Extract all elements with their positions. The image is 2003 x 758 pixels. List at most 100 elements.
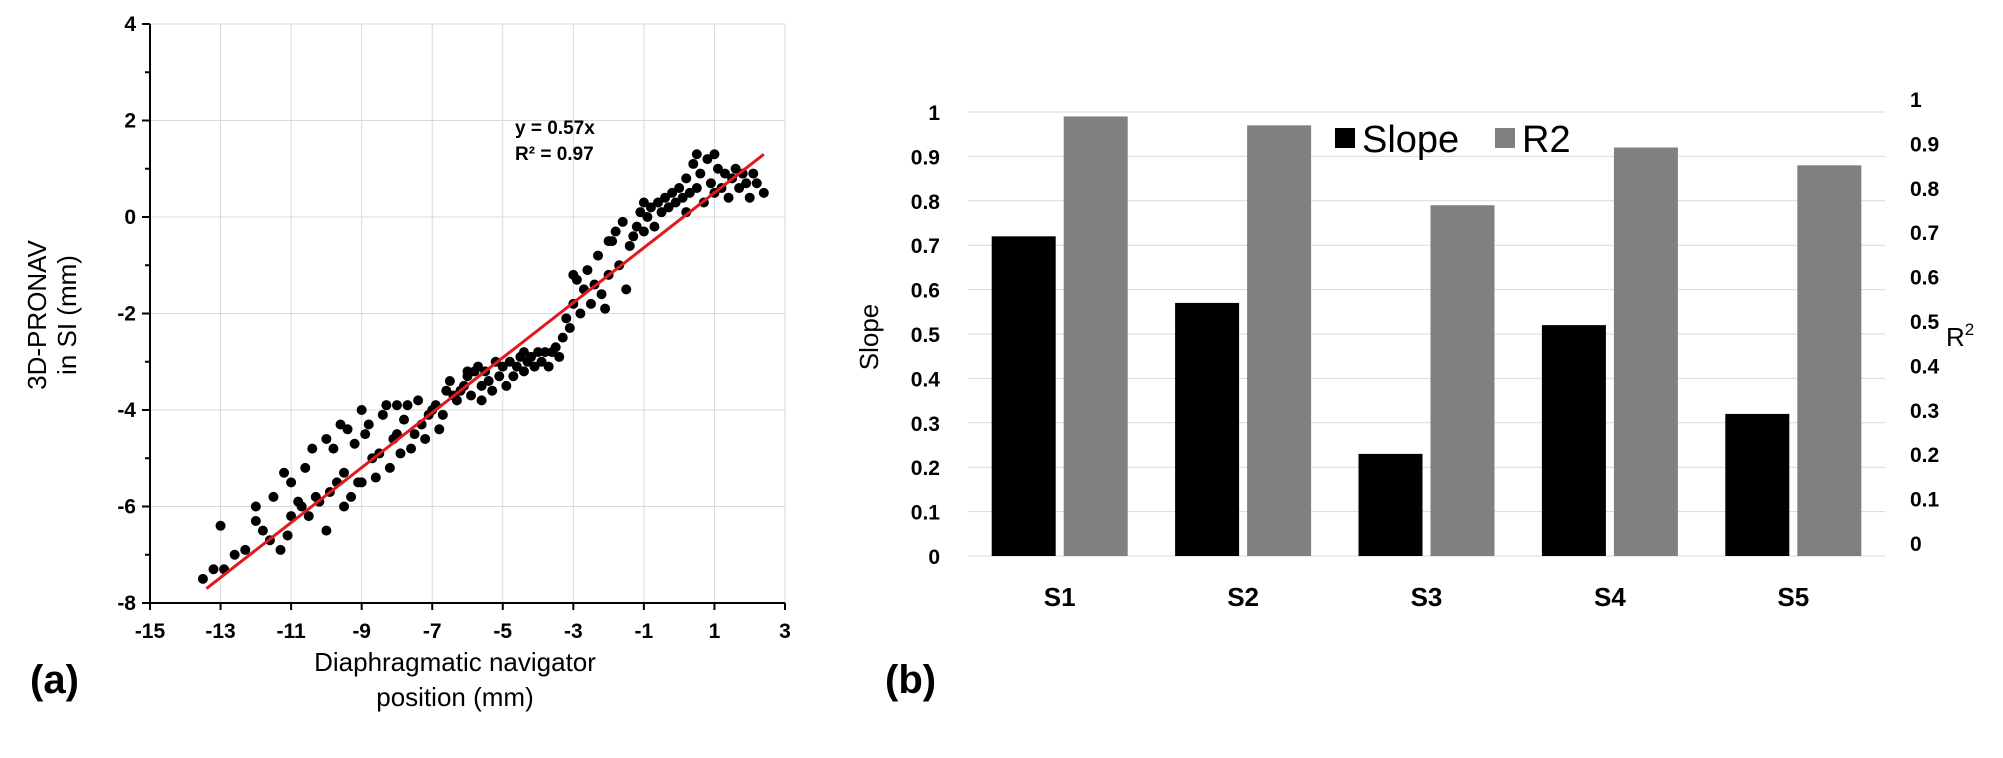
scatter-point <box>229 549 240 560</box>
scatter-point <box>518 347 529 358</box>
scatter-point <box>603 236 614 247</box>
bar-r2-s3 <box>1430 205 1495 557</box>
scatter-point <box>543 361 554 372</box>
bar-y2tick-label: 0.5 <box>1910 311 1940 334</box>
scatter-point <box>624 240 635 251</box>
scatter-point <box>339 501 350 512</box>
scatter-point <box>526 351 536 362</box>
scatter-point <box>638 226 649 237</box>
scatter-point <box>441 385 452 396</box>
bar-ytick-label: 0.7 <box>911 235 940 258</box>
scatter-xtick-label: -1 <box>635 620 654 643</box>
bar-r2-s4 <box>1613 147 1678 556</box>
panel-label-b: (b) <box>885 658 936 702</box>
scatter-xtick-label: -3 <box>564 620 583 643</box>
scatter-point <box>363 419 374 430</box>
trendline <box>205 153 765 590</box>
scatter-grid <box>150 23 786 604</box>
scatter-xlabel-line1: Diaphragmatic navigator <box>314 647 596 677</box>
scatter-point <box>444 376 455 387</box>
scatter-point <box>593 250 604 261</box>
scatter-xtick-label: 1 <box>709 620 721 643</box>
scatter-point <box>660 192 671 203</box>
scatter-point <box>677 192 688 203</box>
scatter-point <box>250 515 261 526</box>
scatter-point <box>300 462 311 473</box>
scatter-point <box>402 400 413 411</box>
bar-slope-s2 <box>1175 302 1240 556</box>
scatter-point <box>720 168 731 179</box>
scatter-point <box>268 491 279 502</box>
scatter-point <box>282 530 293 541</box>
scatter-point <box>275 544 286 555</box>
scatter-point <box>346 491 357 502</box>
scatter-point <box>670 197 681 208</box>
scatter-ytick-label: 2 <box>124 110 136 133</box>
bar-ytick-label: 0.9 <box>911 146 940 169</box>
scatter-point <box>681 173 692 184</box>
bar-y2tick-label: 0.4 <box>1910 355 1940 378</box>
scatter-point <box>494 371 505 382</box>
scatter-point <box>600 303 611 314</box>
scatter-point <box>339 467 350 478</box>
scatter-ytick-label: 4 <box>124 13 136 36</box>
scatter-point <box>758 187 769 198</box>
scatter-point <box>356 405 367 415</box>
scatter-point <box>564 322 575 333</box>
bar-legend: Slope R2 <box>1335 119 1571 161</box>
scatter-point <box>518 366 529 377</box>
bar-slope-s5 <box>1725 413 1790 556</box>
scatter-point <box>723 192 734 203</box>
bar-series <box>991 116 1862 557</box>
scatter-point <box>215 520 226 531</box>
scatter-point <box>335 419 346 430</box>
scatter-point <box>617 216 628 227</box>
scatter-ylabel-line2: in SI (mm) <box>52 255 82 375</box>
scatter-xtick-label: -7 <box>423 620 442 643</box>
bar-ytick-label: 0.2 <box>911 457 940 480</box>
legend-label-r2: R2 <box>1522 119 1571 161</box>
bar-y2label: R2 <box>1946 320 1974 352</box>
scatter-point <box>257 525 268 536</box>
scatter-xtick-label: -13 <box>205 620 235 643</box>
scatter-point <box>688 158 699 169</box>
bar-y2tick-label: 0.1 <box>1910 489 1940 512</box>
bar-ytick-label: 0.3 <box>911 413 940 436</box>
bar-tick-labels: 0 0 0.1 0.1 0.2 0.2 0.3 0.3 0.4 0.4 0.5 0.5 0.6 0.6 0.… <box>911 89 1940 612</box>
bar-y2tick-label: 0.8 <box>1910 178 1940 201</box>
scatter-point <box>684 187 695 198</box>
bar-category-label: S1 <box>1044 582 1076 612</box>
scatter-points <box>197 149 769 584</box>
trend-equation: y = 0.57x <box>515 118 595 139</box>
scatter-point <box>476 380 487 391</box>
bar-r2-s5 <box>1797 165 1862 556</box>
scatter-point <box>557 332 568 343</box>
scatter-point <box>240 544 251 555</box>
scatter-point <box>751 178 762 189</box>
bar-y2tick-label: 0.2 <box>1910 444 1939 467</box>
trend-r2: R² = 0.97 <box>515 144 594 165</box>
scatter-point <box>638 197 649 208</box>
bar-ylabel: Slope <box>854 304 884 371</box>
bar-slope-s3 <box>1358 453 1423 556</box>
scatter-point <box>473 361 484 372</box>
scatter-point <box>712 163 723 174</box>
scatter-point <box>399 414 409 425</box>
bar-y2tick-label: 1 <box>1910 89 1922 112</box>
bar-slope-s4 <box>1541 325 1606 556</box>
scatter-point <box>642 212 653 222</box>
scatter-xtick-label: -9 <box>352 620 371 643</box>
scatter-xlabel-line2: position (mm) <box>376 682 533 712</box>
scatter-point <box>741 178 752 189</box>
scatter-point <box>705 178 716 189</box>
scatter-point <box>487 385 498 396</box>
scatter-point <box>483 376 494 387</box>
scatter-point <box>501 380 512 391</box>
scatter-point <box>197 573 208 584</box>
scatter-point <box>296 501 307 512</box>
legend-swatch-r2 <box>1495 128 1515 148</box>
legend-label-slope: Slope <box>1362 119 1459 161</box>
scatter-point <box>370 472 381 483</box>
